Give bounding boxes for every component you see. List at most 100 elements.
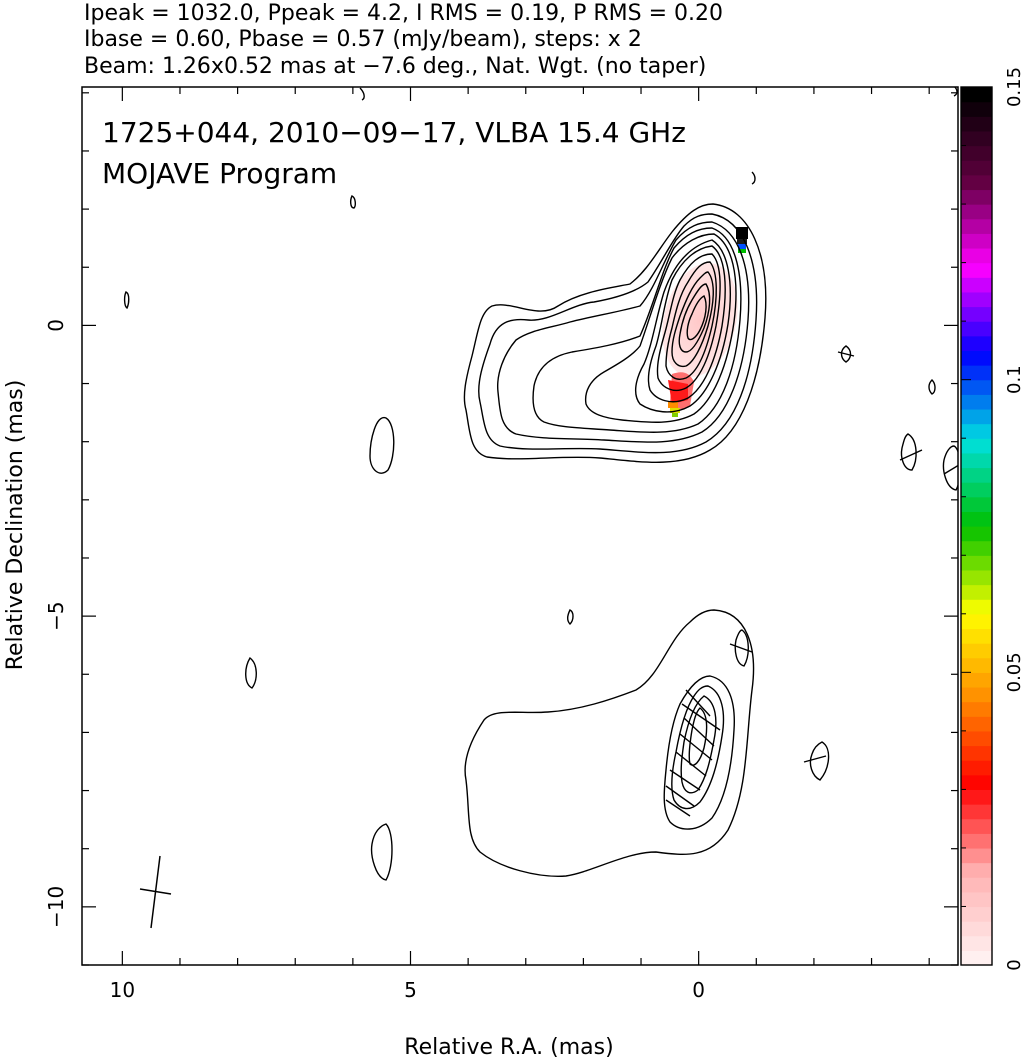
pol-contour-3 — [671, 685, 725, 810]
island-contour-8 — [928, 379, 936, 395]
x-axis-label: Relative R.A. (mas) — [404, 1035, 613, 1060]
colorbar-swatch — [961, 877, 992, 893]
plot-frame — [81, 86, 959, 966]
colorbar-swatch — [961, 350, 992, 366]
x-tick-label: 10 — [110, 978, 135, 1002]
island-contour-10 — [751, 171, 756, 185]
colorbar-swatch — [961, 482, 992, 498]
colorbar-swatch — [961, 335, 992, 351]
colorbar-swatch — [961, 408, 992, 425]
colorbar-tick-label: 0.05 — [1004, 652, 1022, 692]
colorbar-swatch — [961, 921, 992, 937]
colorbar-swatch — [961, 452, 992, 469]
contour-2 — [478, 213, 758, 454]
y-tick-label: −5 — [44, 601, 68, 630]
colorbar-swatch — [961, 262, 992, 278]
contour-4 — [532, 227, 742, 433]
polarization-contours — [245, 609, 830, 881]
contour-6 — [634, 239, 731, 413]
island-contour-1 — [369, 417, 395, 474]
colorbar-swatch — [961, 643, 992, 659]
evpa-ticks — [665, 351, 958, 817]
colorbar-swatch — [961, 189, 992, 205]
intensity-contours — [123, 87, 958, 491]
colorbar-swatch — [961, 730, 992, 747]
colorbar-swatch — [961, 774, 992, 790]
y-axis-label: Relative Declination (mas) — [3, 380, 28, 671]
pol-island-2 — [245, 656, 257, 689]
colorbar-swatch — [961, 511, 992, 527]
colorbar-swatch — [961, 833, 992, 849]
pol-contour-2 — [663, 675, 735, 830]
y-tick-label: 0 — [44, 319, 68, 332]
colorbar-swatch — [961, 130, 992, 147]
island-contour-4 — [840, 345, 852, 363]
y-tick-label: −10 — [44, 886, 68, 928]
colorbar-swatch — [961, 160, 992, 176]
colorbar-swatch — [961, 716, 992, 732]
colorbar-swatch — [961, 277, 992, 293]
colorbar-swatch — [961, 686, 992, 703]
contour-7 — [647, 245, 726, 403]
header-line-3: Beam: 1.26x0.52 mas at −7.6 deg., Nat. W… — [84, 54, 706, 79]
total-intensity-panel — [123, 87, 958, 491]
contour-10 — [671, 271, 714, 368]
colorbar-swatch — [961, 174, 992, 191]
header-line-2: Ibase = 0.60, Pbase = 0.57 (mJy/beam), s… — [84, 27, 642, 52]
colorbar-swatch — [961, 247, 992, 264]
colorbar-tick-label: 0.1 — [1004, 365, 1022, 394]
colorbar-swatch — [961, 628, 992, 644]
island-contour-5 — [900, 433, 917, 471]
colorbar-swatch — [961, 862, 992, 878]
colorbar-swatch — [961, 233, 992, 249]
colorbar-swatch — [961, 935, 992, 951]
polarization-panel — [245, 351, 958, 881]
colorbar-swatch — [961, 891, 992, 908]
contour-12 — [686, 295, 707, 341]
colorbar-swatch — [961, 789, 992, 805]
colorbar-swatch — [961, 321, 992, 337]
x-tick-label: 5 — [404, 978, 417, 1002]
colorbar-swatch — [961, 569, 992, 586]
pol-contour-4 — [680, 695, 717, 794]
pol-contour-1 — [464, 609, 755, 877]
island-contour-6 — [942, 445, 958, 491]
colorbar-swatch — [961, 804, 992, 820]
colorbar-swatch — [961, 423, 992, 439]
colorbar-swatch — [961, 394, 992, 410]
colorbar-swatch — [961, 467, 992, 483]
colorbar-swatch — [961, 599, 992, 615]
contour-11 — [678, 283, 711, 353]
colorbar-swatch — [961, 657, 992, 673]
contour-5 — [584, 233, 737, 423]
colorbar-swatch — [961, 760, 992, 776]
colorbar-swatch — [961, 496, 992, 512]
colorbar-swatch — [961, 950, 992, 966]
plot-axes: 10 5 0 0 −5 −10 — [44, 86, 959, 1002]
beam-marker — [139, 855, 172, 929]
colorbar-swatch — [961, 145, 992, 161]
colorbar-swatch — [961, 613, 992, 630]
colorbar-swatch — [961, 438, 992, 454]
island-contour-2 — [349, 195, 357, 209]
contour-1 — [463, 203, 767, 463]
colorbar-tick-label: 0.15 — [1004, 67, 1022, 107]
colorbar-swatch — [961, 365, 992, 381]
colorbar-swatch — [961, 745, 992, 761]
header-line-1: Ipeak = 1032.0, Ppeak = 4.2, I RMS = 0.1… — [84, 1, 723, 26]
colorbar-swatch — [961, 555, 992, 571]
colorbar-swatch — [961, 379, 992, 395]
colorbar-tick-label: 0 — [1004, 959, 1022, 970]
island-contour-7 — [359, 87, 365, 101]
pol-island-1 — [734, 629, 749, 667]
pol-island-5 — [567, 609, 574, 625]
colorbar-swatch — [961, 906, 992, 922]
colorbar-swatch — [961, 218, 992, 234]
pol-island-3 — [370, 823, 393, 881]
colorbar-swatch — [961, 701, 992, 717]
colorbar-swatch — [961, 101, 992, 117]
contour-9 — [665, 261, 717, 380]
colorbar-swatch — [961, 672, 992, 688]
fractional-pol-colorbar: 0 0.05 0.1 0.15 — [960, 67, 1022, 971]
colorbar-frame — [960, 86, 993, 966]
